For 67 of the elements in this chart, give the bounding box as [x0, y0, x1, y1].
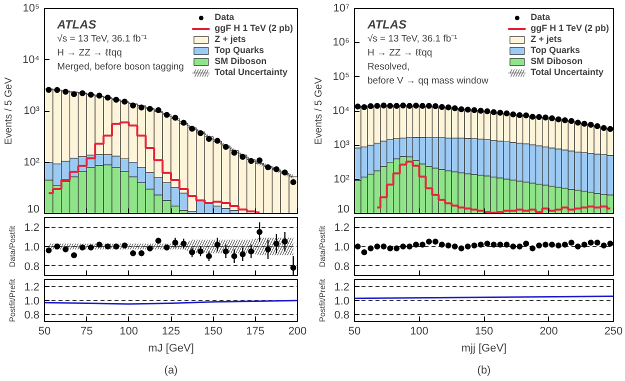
x-tick-label: 125 — [162, 326, 180, 338]
y-tick-label: 10⁶ — [332, 36, 350, 49]
annotation: ATLAS — [56, 18, 96, 32]
y-tick-label: 10⁷ — [333, 2, 350, 14]
x-tick-label: 200 — [288, 326, 307, 338]
annotation: √s = 13 TeV, 36.1 fb⁻¹ — [367, 34, 458, 45]
annotation: √s = 13 TeV, 36.1 fb⁻¹ — [57, 34, 147, 45]
x-axis-title: mjj [GeV] — [461, 342, 507, 354]
y-tick-label: 10³ — [334, 139, 350, 152]
y-tick-label: 10⁴ — [22, 54, 40, 66]
y-tick-label: 1.2 — [334, 282, 350, 294]
annotation: H → ZZ → ℓℓqq — [57, 48, 122, 59]
y-axis-title: Events / 5 GeV — [4, 77, 15, 145]
y-axis-title: Events / 5 GeV — [314, 77, 325, 145]
annotation: Resolved, — [367, 62, 410, 73]
y-tick-label: 10² — [24, 156, 40, 168]
y-tick-label: 1.2 — [24, 222, 40, 234]
y-tick-label: 0.8 — [24, 310, 40, 322]
y-tick-label: 0.8 — [24, 260, 40, 273]
legend-label: Z + jets — [530, 34, 562, 44]
y-tick-label: 1.0 — [334, 242, 350, 254]
x-tick-label: 150 — [204, 326, 222, 338]
annotation: Merged, before boson tagging — [57, 62, 184, 73]
y-axis-title: Postfit/Prefit — [318, 278, 328, 322]
x-tick-label: 100 — [410, 326, 428, 338]
x-tick-label: 175 — [246, 326, 265, 338]
y-axis-title: Postfit/Prefit — [8, 278, 18, 322]
y-axis-title: Data/Postfit — [318, 225, 328, 268]
x-tick-label: 250 — [604, 326, 623, 338]
legend-label: Data — [530, 12, 551, 22]
x-tick-label: 50 — [38, 326, 51, 338]
legend-label: Top Quarks — [214, 45, 264, 55]
y-tick-label: 1.2 — [24, 282, 40, 294]
y-tick-label: 10 — [337, 204, 350, 216]
x-axis-title: mJ [GeV] — [148, 342, 194, 354]
legend-label: ggF H 1 TeV (2 pb) — [530, 23, 609, 33]
y-tick-label: 1.0 — [24, 296, 40, 308]
x-tick-label: 75 — [80, 326, 93, 338]
x-tick-label: 50 — [348, 326, 361, 338]
y-tick-label: 1.0 — [24, 242, 40, 254]
annotation: ATLAS — [366, 18, 407, 32]
legend-label: SM Diboson — [530, 56, 583, 66]
y-tick-label: 0.8 — [334, 260, 350, 273]
y-tick-label: 10 — [27, 204, 40, 216]
legend-label: Top Quarks — [530, 45, 580, 55]
legend-label: SM Diboson — [214, 56, 267, 66]
x-tick-label: 150 — [474, 326, 494, 338]
legend-label: Total Uncertainty — [214, 67, 288, 77]
y-tick-label: 10³ — [24, 105, 40, 117]
y-axis-title: Data/Postfit — [8, 225, 18, 268]
legend-label: Data — [214, 12, 235, 22]
annotation: H → ZZ → ℓℓqq — [367, 48, 432, 59]
text: (a) — [164, 364, 178, 376]
legend-label: ggF H 1 TeV (2 pb) — [214, 23, 293, 33]
annotation: before V → qq mass window — [367, 76, 489, 87]
legend-label: Z + jets — [214, 34, 246, 44]
y-tick-label: 1.2 — [334, 222, 350, 234]
legend-label: Total Uncertainty — [530, 67, 604, 77]
y-tick-label: 1.0 — [334, 296, 350, 308]
y-tick-label: 10⁵ — [22, 2, 40, 14]
y-tick-label: 0.8 — [334, 310, 350, 322]
y-tick-label: 10⁵ — [332, 70, 350, 83]
text: (b) — [477, 364, 491, 376]
x-tick-label: 100 — [120, 326, 138, 338]
x-tick-label: 200 — [540, 326, 558, 338]
y-tick-label: 10⁴ — [332, 105, 350, 117]
y-tick-label: 10² — [334, 173, 350, 186]
